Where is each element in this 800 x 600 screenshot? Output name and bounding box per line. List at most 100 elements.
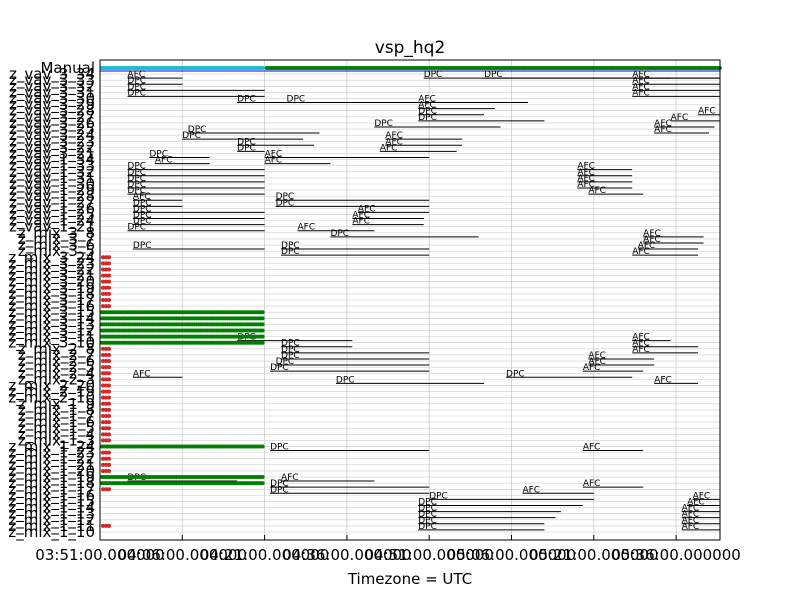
event-label: DPC xyxy=(188,125,207,135)
data-point-red xyxy=(104,523,108,528)
data-point-red xyxy=(107,377,111,382)
event-label: DPC xyxy=(287,95,306,105)
event-label: AFC xyxy=(654,375,672,385)
data-point-red xyxy=(101,450,105,455)
event-label: DPC xyxy=(270,363,289,373)
event-label: AFC xyxy=(671,113,689,123)
event-label: DPC xyxy=(127,180,146,190)
data-point-red xyxy=(101,462,105,467)
event-label: AFC xyxy=(687,497,705,507)
data-point-red xyxy=(104,420,108,425)
y-tick-label: z_mix_3_6 xyxy=(18,236,95,255)
event-label: AFC xyxy=(643,235,661,245)
data-point-red xyxy=(104,255,108,260)
data-point-red xyxy=(104,450,108,455)
y-tick-label: z_mix_2_4 xyxy=(18,364,95,383)
data-point-red xyxy=(101,414,105,418)
data-point-red xyxy=(101,407,105,412)
data-point-red xyxy=(104,285,108,290)
data-point xyxy=(260,340,265,345)
y-tick-label: z_vav_1_31 xyxy=(9,169,95,188)
data-point-red xyxy=(101,487,105,492)
event-label: DPC xyxy=(127,82,146,92)
data-point-red xyxy=(101,359,105,364)
data-point-red xyxy=(104,395,108,400)
y-tick-label: z_mix_2_6 xyxy=(18,352,95,371)
data-point-red xyxy=(107,456,111,461)
event-label: AFC xyxy=(133,192,151,202)
data-point-red xyxy=(107,273,111,278)
y-tick-label: z_vav_3_26 xyxy=(9,114,95,133)
y-tick-label: z_mix_1_20 xyxy=(8,462,95,481)
y-tick-label: z_mix_1_4 xyxy=(18,425,95,444)
event-label: DPC xyxy=(276,198,295,208)
event-label: AFC xyxy=(588,186,606,196)
y-tick-label: z_mix_1_24 xyxy=(8,438,95,457)
data-point-red xyxy=(104,468,108,473)
event-label: DPC xyxy=(418,510,437,520)
event-label: AFC xyxy=(698,107,716,117)
data-point-red xyxy=(107,389,111,394)
data-point-red xyxy=(104,261,108,266)
y-tick-label: z_mix_3_15 xyxy=(8,303,95,322)
data-point-red xyxy=(107,462,111,467)
data-point-red xyxy=(107,279,111,284)
event-label: DPC xyxy=(281,241,300,251)
y-tick-label: z_vav_1_32 xyxy=(9,163,95,182)
event-label: AFC xyxy=(281,473,299,483)
y-tick-label: z_vav_1_26 xyxy=(9,199,95,218)
data-point xyxy=(260,316,265,321)
event-label: DPC xyxy=(276,357,295,367)
y-tick-label: z_mix_3_21 xyxy=(8,267,95,286)
x-tick-label: 04:06:00.000000 xyxy=(118,546,247,564)
y-tick-label: z_vav_3_28 xyxy=(9,102,95,121)
x-tick-label: 05:06:00.000000 xyxy=(447,546,576,564)
y-tick-label: z_mix_3_22 xyxy=(8,260,95,279)
y-tick-label: z_mix_1_10 xyxy=(8,523,95,542)
data-point-red xyxy=(104,279,108,284)
y-tick-label: z_mix_1_12 xyxy=(8,511,95,530)
data-point-red xyxy=(104,304,108,309)
event-label: AFC xyxy=(682,510,700,520)
x-tick-label: 05:36:00.000000 xyxy=(611,546,740,564)
data-point-red xyxy=(104,359,108,364)
event-label: AFC xyxy=(682,504,700,514)
y-tick-label: z_mix_1_21 xyxy=(8,456,95,475)
y-tick-label: z_vav_1_24 xyxy=(9,212,95,231)
event-label: AFC xyxy=(418,101,436,111)
data-point-red xyxy=(101,261,105,266)
data-point-red xyxy=(101,298,105,302)
event-label: AFC xyxy=(577,174,595,184)
data-point-red xyxy=(104,456,108,461)
y-tick-label: z_mix_3_17 xyxy=(8,291,95,310)
data-point-red xyxy=(104,352,108,357)
data-point-red xyxy=(101,432,105,437)
data-point-red xyxy=(107,426,111,431)
y-tick-label: z_vav_3_30 xyxy=(9,90,95,109)
event-label: AFC xyxy=(577,162,595,172)
event-label: DPC xyxy=(127,186,146,196)
y-tick-label: z_vav_1_25 xyxy=(9,206,95,225)
data-point-red xyxy=(104,432,108,437)
data-point-red xyxy=(107,267,111,272)
data-point-red xyxy=(104,389,108,394)
data-point xyxy=(260,444,265,449)
y-tick-label: z_mix_3_16 xyxy=(8,297,95,316)
data-point-red xyxy=(104,298,108,302)
chart-title: vsp_hq2 xyxy=(375,38,446,58)
y-tick-label: z_mix_1_22 xyxy=(8,450,95,469)
x-axis-ticks: 03:51:00.00000004:06:00.00000004:21:00.0… xyxy=(35,535,741,564)
data-point-red xyxy=(104,377,108,382)
data-point-red xyxy=(101,426,105,431)
event-label: DPC xyxy=(281,351,300,361)
y-tick-label: z_mix_2_7 xyxy=(18,346,95,365)
y-tick-label: z_vav_1_30 xyxy=(9,175,95,194)
event-label: DPC xyxy=(418,107,437,117)
data-point-red xyxy=(101,279,105,284)
event-label: AFC xyxy=(632,88,650,98)
data-point-red xyxy=(107,285,111,290)
event-label: AFC xyxy=(638,241,656,251)
y-tick-label: z_mix_1_11 xyxy=(8,517,95,536)
